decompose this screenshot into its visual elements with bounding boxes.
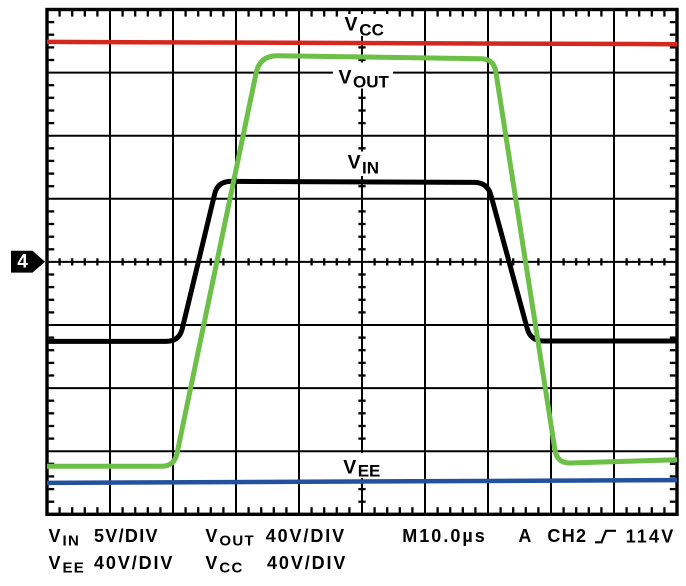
svg-text:CC: CC (219, 559, 243, 576)
svg-text:40V/DIV: 40V/DIV (94, 553, 174, 573)
svg-text:V: V (343, 457, 356, 479)
svg-text:40V/DIV: 40V/DIV (266, 526, 346, 546)
svg-text:A: A (518, 526, 532, 546)
svg-text:IN: IN (63, 532, 81, 549)
svg-text:4: 4 (17, 252, 28, 273)
svg-text:EE: EE (63, 559, 86, 576)
svg-text:V: V (348, 152, 361, 174)
svg-text:114V: 114V (626, 527, 676, 547)
svg-text:V: V (339, 67, 352, 89)
svg-text:40V/DIV: 40V/DIV (267, 553, 347, 573)
svg-text:V: V (205, 553, 218, 573)
svg-text:V: V (49, 553, 62, 573)
svg-text:CC: CC (359, 21, 384, 40)
svg-text:CH2: CH2 (547, 526, 587, 546)
svg-text:IN: IN (362, 158, 379, 177)
svg-text:5V/DIV: 5V/DIV (94, 526, 159, 546)
svg-text:V: V (345, 14, 358, 36)
svg-text:M10.0µs: M10.0µs (402, 526, 486, 546)
svg-text:V: V (49, 526, 62, 546)
svg-text:EE: EE (358, 462, 381, 481)
svg-text:OUT: OUT (353, 73, 390, 92)
svg-text:OUT: OUT (219, 532, 255, 549)
svg-text:V: V (205, 526, 218, 546)
